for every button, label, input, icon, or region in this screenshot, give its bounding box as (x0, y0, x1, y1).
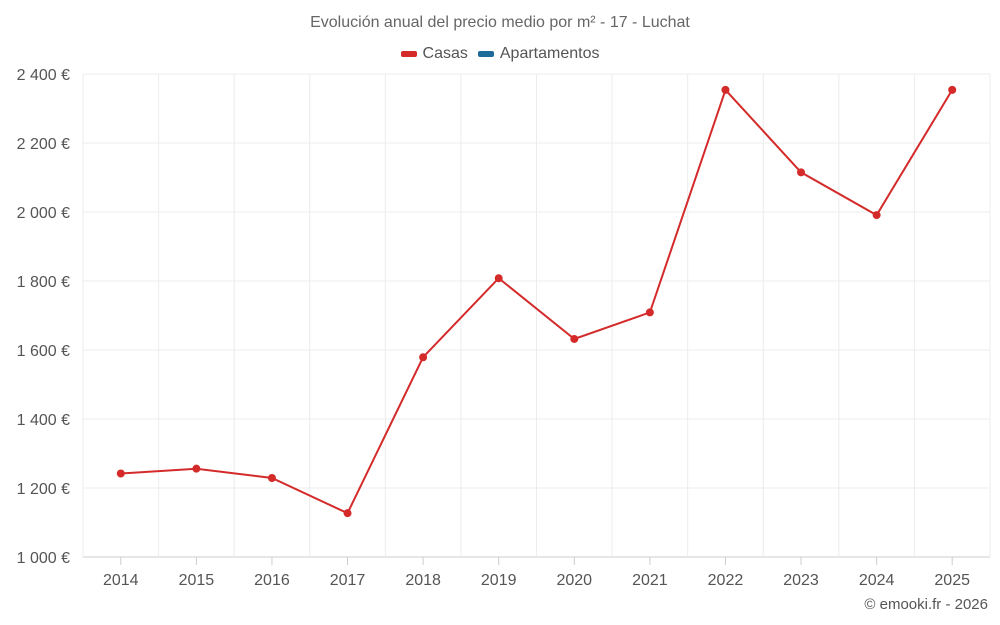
y-tick-label: 1 800 € (17, 274, 70, 291)
data-point-2018[interactable] (419, 353, 428, 362)
axes: 1 000 € 1 200 € 1 400 € 1 600 € 1 800 € 2 000… (17, 67, 970, 589)
legend-swatch-casas (400, 51, 417, 57)
data-point-2019[interactable] (494, 274, 503, 283)
series-line-casas (120, 87, 954, 515)
x-tick-label: 2024 (859, 572, 895, 589)
y-tick-label: 2 000 € (17, 205, 70, 222)
x-tick-label: 2015 (179, 572, 215, 589)
x-tick-label: 2016 (254, 572, 290, 589)
x-tick-label: 2022 (708, 572, 744, 589)
legend: Casas Apartamentos (0, 45, 1000, 63)
credit-text: © emooki.fr - 2026 (864, 596, 988, 613)
data-point-2017[interactable] (343, 509, 352, 518)
grid (82, 73, 991, 558)
data-point-2022[interactable] (721, 85, 730, 94)
legend-item-casas[interactable]: Casas (400, 45, 468, 63)
legend-item-apartamentos[interactable]: Apartamentos (477, 45, 600, 63)
x-tick-label: 2025 (934, 572, 970, 589)
data-point-2021[interactable] (645, 308, 654, 317)
x-tick-label: 2018 (405, 572, 441, 589)
x-tick-label: 2020 (556, 572, 592, 589)
x-tick-label: 2017 (330, 572, 366, 589)
legend-label-casas: Casas (422, 45, 468, 62)
data-point-2016[interactable] (267, 473, 276, 482)
data-point-2020[interactable] (570, 334, 579, 343)
x-tick-label: 2019 (481, 572, 517, 589)
chart-title: Evolución anual del precio medio por m² … (310, 14, 690, 31)
data-point-2014[interactable] (116, 469, 125, 478)
x-tick-label: 2021 (632, 572, 668, 589)
y-tick-label: 2 200 € (17, 136, 70, 153)
y-tick-label: 1 400 € (17, 412, 70, 429)
data-point-2015[interactable] (192, 464, 201, 473)
x-tick-label: 2023 (783, 572, 819, 589)
legend-swatch-apartamentos (477, 51, 494, 57)
data-point-2024[interactable] (872, 211, 881, 220)
series-casas (116, 85, 957, 518)
x-tick-label: 2014 (103, 572, 139, 589)
data-point-2023[interactable] (797, 168, 806, 177)
y-tick-label: 2 400 € (17, 67, 70, 84)
y-tick-label: 1 200 € (17, 481, 70, 498)
y-tick-label: 1 000 € (17, 550, 70, 567)
legend-label-apartamentos: Apartamentos (499, 45, 600, 62)
data-point-2025[interactable] (948, 85, 957, 94)
y-tick-label: 1 600 € (17, 343, 70, 360)
